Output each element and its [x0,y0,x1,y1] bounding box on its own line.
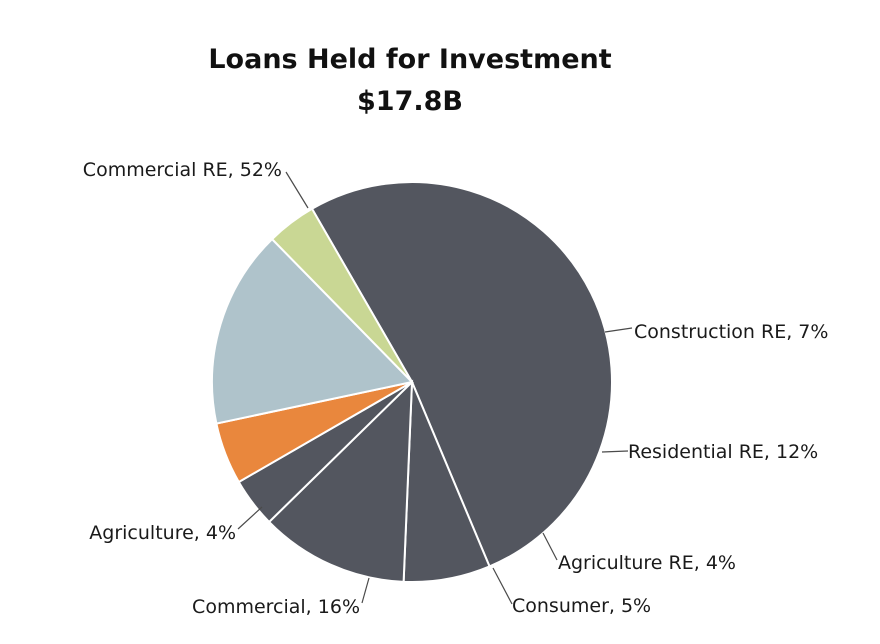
pie-slice-residential-re [267,379,414,583]
chart-subtitle: $17.8B [357,86,463,117]
slice-label-agriculture: Agriculture, 4% [89,522,236,544]
slice-label-commercial: Commercial, 16% [192,596,360,618]
slice-label-consumer: Consumer, 5% [512,595,651,617]
slice-labels: Commercial RE, 52% Construction RE, 7% Res… [83,159,829,618]
pie-slice-commercial [211,237,414,425]
leader-line-commercial-re [285,171,309,209]
slice-label-commercial-re: Commercial RE, 52% [83,159,282,181]
pie-slice-agriculture [270,207,413,383]
leader-lines [237,171,633,605]
chart-title: Loans Held for Investment [208,44,612,75]
leader-line-agriculture-re [542,532,558,561]
leader-line-agriculture [237,506,263,530]
leader-line-consumer [492,567,513,605]
slice-label-agriculture-re: Agriculture RE, 4% [558,552,736,574]
pie-slice-commercial-re [310,180,613,568]
leader-line-commercial [361,577,370,604]
pie-slices [211,180,613,583]
slice-label-residential-re: Residential RE, 12% [628,441,818,463]
leader-line-residential-re [601,450,629,453]
leader-line-construction-re [604,327,633,333]
slice-label-construction-re: Construction RE, 7% [634,321,828,343]
